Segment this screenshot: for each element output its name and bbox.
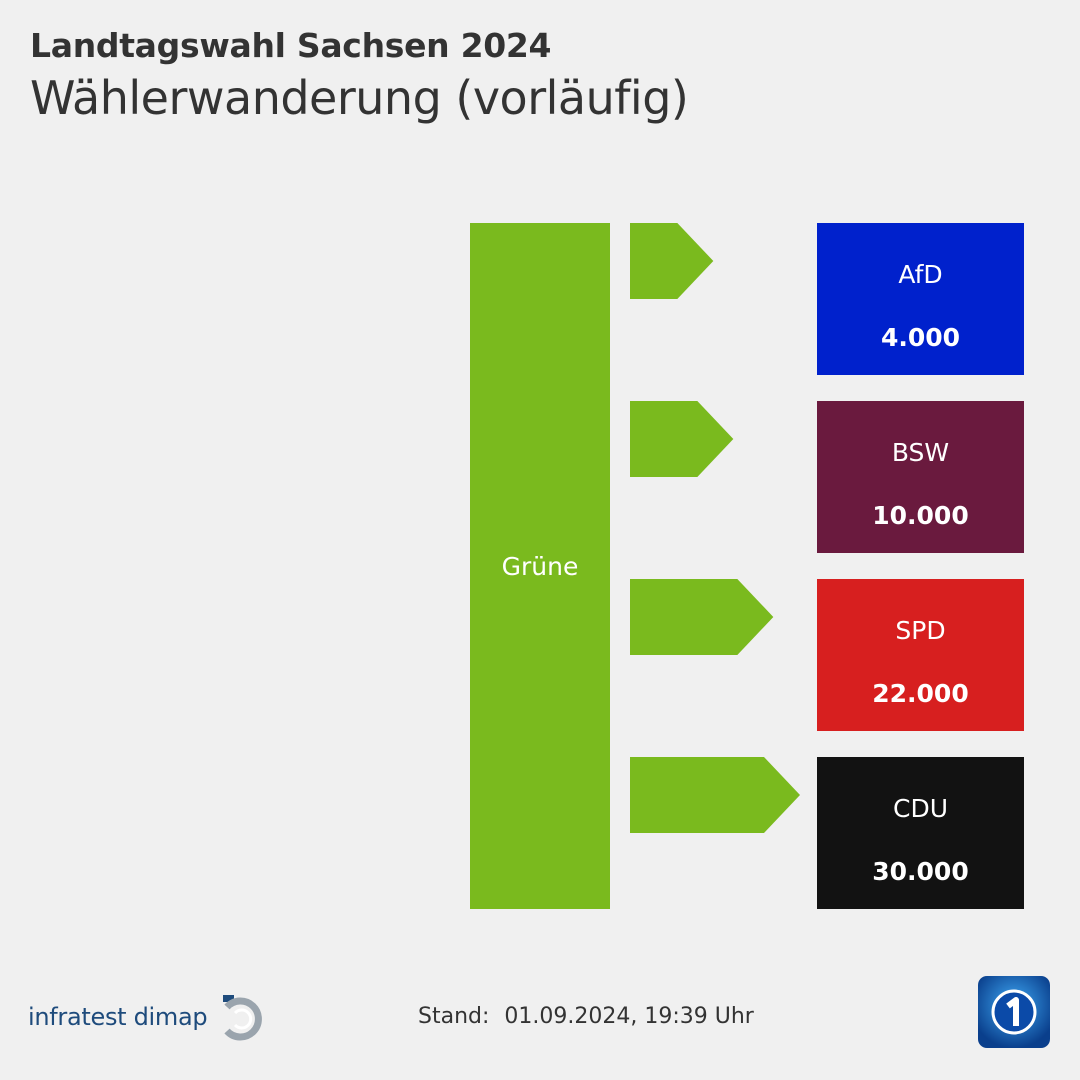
target-box-bsw (817, 401, 1024, 553)
flow-arrow-cdu (630, 757, 800, 833)
source-label: Grüne (502, 552, 579, 581)
flow-arrow-spd (630, 579, 774, 655)
source-bar (470, 223, 610, 909)
stand-label: Stand: (418, 1004, 490, 1029)
flow-value-afd: 4.000 (881, 323, 960, 352)
target-label-afd: AfD (898, 260, 942, 289)
target-box-spd (817, 579, 1024, 731)
header: Landtagswahl Sachsen 2024 Wählerwanderun… (30, 26, 689, 125)
flow-value-bsw: 10.000 (872, 501, 968, 530)
chart-title: Landtagswahl Sachsen 2024 (30, 26, 552, 65)
target-label-spd: SPD (895, 616, 945, 645)
flow-arrow-bsw (630, 401, 734, 477)
target-label-bsw: BSW (892, 438, 949, 467)
flow-chart: Grüne AfD 4.000 BSW 10.000 SPD 22.000 CDU 30.00… (470, 223, 1024, 909)
chart-subtitle: Wählerwanderung (vorläufig) (30, 71, 689, 125)
flow-value-cdu: 30.000 (872, 857, 968, 886)
dimap-mark-icon (223, 995, 263, 1041)
broadcaster-logo-icon (978, 976, 1050, 1048)
infratest-dimap-logo: infratest dimap (28, 994, 267, 1041)
stand-value: 01.09.2024, 19:39 Uhr (504, 1004, 754, 1029)
target-box-afd (817, 223, 1024, 375)
brand-name: infratest dimap (28, 1003, 208, 1031)
flow-arrow-afd (630, 223, 714, 299)
flow-value-spd: 22.000 (872, 679, 968, 708)
flows-group: AfD 4.000 BSW 10.000 SPD 22.000 CDU 30.000 (630, 223, 1024, 909)
timestamp: Stand: 01.09.2024, 19:39 Uhr (418, 1004, 754, 1029)
target-box-cdu (817, 757, 1024, 909)
target-label-cdu: CDU (893, 794, 948, 823)
